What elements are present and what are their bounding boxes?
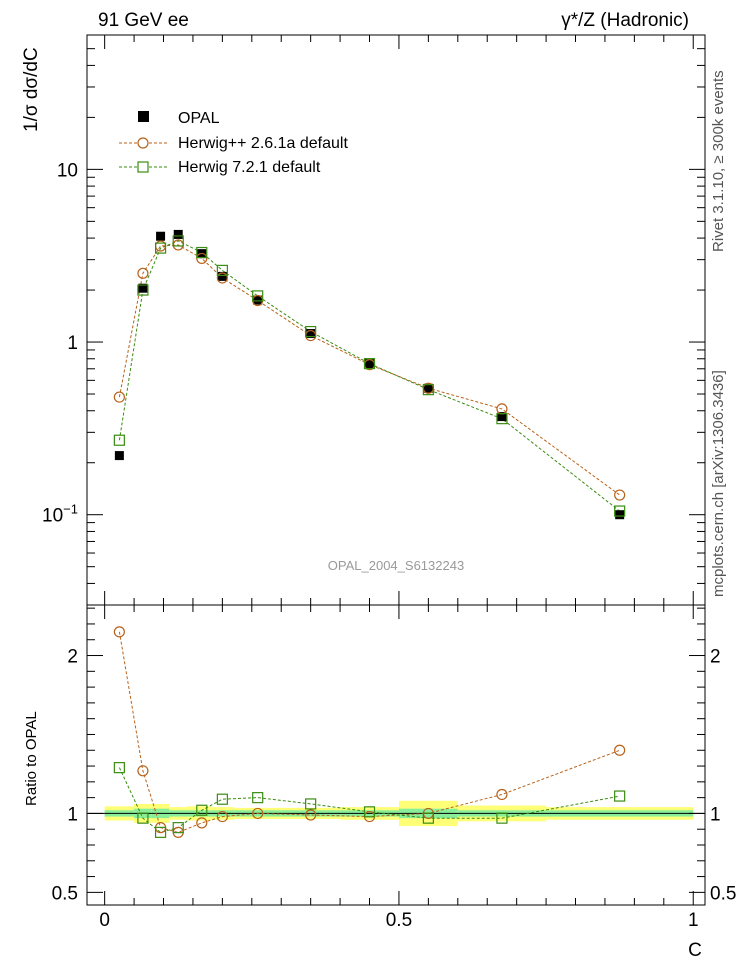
opal-data-point (217, 271, 227, 281)
herwig7-ratio-point (496, 812, 508, 824)
main-y-tick-label: 10 (57, 160, 78, 181)
herwigpp-ratio-point (216, 810, 228, 823)
mcplots-label: mcplots.cern.ch [arXiv:1306.3436] (710, 370, 727, 597)
legend-herwig7-marker (137, 161, 149, 173)
herwig7-point (496, 413, 508, 425)
herwig7-ratio-point (154, 826, 167, 838)
herwig7-point (113, 434, 125, 446)
herwigpp-ratio-point (196, 817, 208, 829)
ratio-y-tick-label-left: 2 (67, 647, 78, 668)
x-tick-label: 0 (99, 910, 110, 931)
ratio-plot-frame (86, 604, 706, 906)
main-plot-panel: 10−1 1 10 OPAL_2004_S6132243 1/σ dσ/dC (21, 34, 706, 606)
herwig7-ratio-point (252, 792, 264, 804)
herwig7-ratio-point (196, 804, 208, 816)
opal-data-point (173, 229, 183, 239)
ratio-y-tick-label-left: 1 (67, 804, 78, 825)
herwigpp-ratio-point (113, 626, 125, 638)
herwig7-ratio-point (363, 806, 376, 818)
herwig7-main-line (118, 240, 621, 512)
herwigpp-point (614, 489, 626, 501)
opal-data-point (365, 359, 375, 369)
herwigpp-main-line (118, 244, 620, 496)
herwigpp-ratio-line (118, 631, 620, 833)
herwigpp-ratio-point (137, 765, 149, 777)
main-y-tick-label: 1 (67, 333, 78, 354)
opal-data-point (156, 231, 166, 241)
herwig7-point (172, 235, 184, 247)
herwig7-point (196, 246, 208, 259)
herwig7-point (614, 505, 626, 517)
herwigpp-ratio-point (614, 744, 626, 756)
herwigpp-ratio-point (305, 809, 317, 821)
herwig7-ratio-line (118, 767, 620, 833)
herwig7-point (305, 325, 317, 338)
herwig7-point (422, 384, 434, 396)
herwig7-point (154, 242, 167, 254)
herwig7-point (363, 358, 376, 370)
herwigpp-ratio-point (252, 807, 264, 820)
x-tick-label: 0.5 (386, 910, 412, 931)
herwig7-ratio-point (614, 790, 626, 802)
analysis-watermark: OPAL_2004_S6132243 (328, 558, 464, 573)
rivet-version-label: Rivet 3.1.10, ≥ 300k events (710, 70, 727, 252)
herwigpp-point (216, 272, 228, 284)
herwigpp-ratio-point (496, 788, 508, 801)
legend-herwigpp-label: Herwig++ 2.6.1a default (178, 135, 348, 152)
legend-opal-marker (138, 111, 149, 122)
herwigpp-point (113, 391, 125, 403)
ratio-y-tick-label-right: 2 (710, 647, 721, 668)
opal-data-point (138, 283, 148, 293)
ratio-plot-panel: 0.5 0.5 1 1 2 2 0 0.5 1 Ratio to OPAL C (23, 604, 736, 961)
opal-data-point (423, 383, 433, 393)
x-tick-label: 1 (688, 910, 699, 931)
herwig7-ratio-point (305, 798, 317, 810)
main-y-axis-title: 1/σ dσ/dC (21, 47, 42, 132)
header-left: 91 GeV ee (98, 10, 189, 31)
legend-opal-label: OPAL (178, 110, 220, 127)
legend-herwigpp-marker (137, 137, 149, 149)
herwig7-point (216, 264, 228, 276)
ratio-y-tick-label-right: 0.5 (710, 883, 736, 904)
x-axis-title: C (688, 940, 702, 961)
herwig7-ratio-point (113, 762, 125, 774)
legend: OPAL Herwig++ 2.6.1a default Herwig 7.2.… (119, 110, 348, 176)
opal-data-point (114, 451, 124, 461)
herwig7-ratio-point (422, 812, 434, 824)
main-y-tick-label: 10−1 (42, 502, 78, 527)
herwig7-point (252, 290, 264, 302)
opal-data-point (497, 412, 507, 422)
header-right: γ*/Z (Hadronic) (561, 10, 689, 31)
herwig7-ratio-point (172, 822, 184, 834)
ratio-y-axis-title: Ratio to OPAL (23, 711, 40, 806)
opal-data-point (306, 329, 316, 339)
herwigpp-point (196, 252, 208, 265)
herwig7-ratio-point (137, 812, 149, 824)
herwigpp-point (137, 267, 149, 279)
ratio-y-tick-label-left: 0.5 (52, 883, 78, 904)
herwig7-point (137, 284, 149, 296)
herwig7-ratio-point (216, 793, 228, 805)
opal-data-point (615, 510, 625, 520)
ratio-y-tick-label-right: 1 (710, 804, 721, 825)
legend-herwig7-label: Herwig 7.2.1 default (178, 159, 321, 176)
opal-data-point (253, 295, 263, 305)
